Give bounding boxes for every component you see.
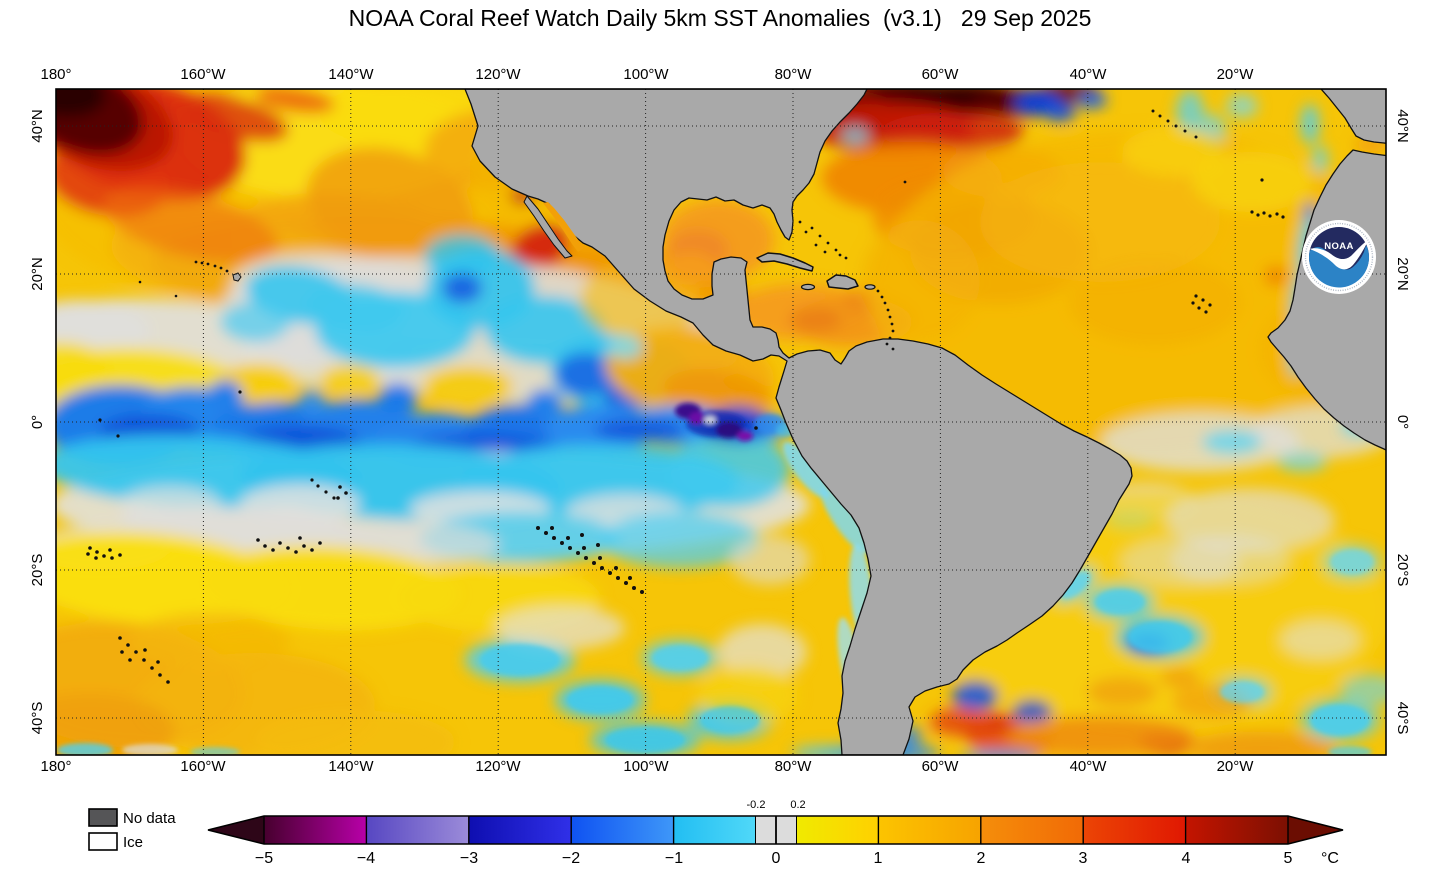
- svg-text:NOAA: NOAA: [1324, 241, 1354, 252]
